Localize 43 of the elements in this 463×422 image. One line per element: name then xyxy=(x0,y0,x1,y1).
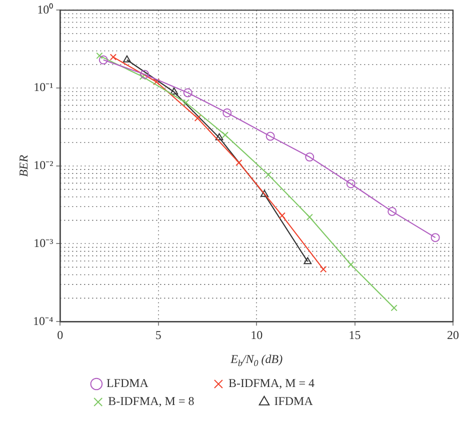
x-tick-label: 20 xyxy=(447,328,459,342)
point xyxy=(304,257,312,264)
legend-label: B-IDFMA, M = 8 xyxy=(108,394,254,408)
legend-label: LFDMA xyxy=(106,376,208,390)
point xyxy=(390,304,398,312)
point xyxy=(278,212,286,219)
x-tick-label: 15 xyxy=(348,328,361,342)
point xyxy=(153,78,160,86)
x-tick-label: 10 xyxy=(250,328,263,342)
point xyxy=(430,233,440,242)
y-tick-label: 10⁻² xyxy=(34,158,54,172)
point xyxy=(98,55,108,64)
point xyxy=(194,114,201,122)
point xyxy=(266,132,275,141)
point xyxy=(222,132,228,138)
point xyxy=(388,206,397,216)
point xyxy=(183,88,192,98)
legend-label: IFDMA xyxy=(274,394,373,408)
point xyxy=(139,73,146,80)
point xyxy=(348,261,354,268)
point xyxy=(346,179,356,188)
point xyxy=(305,152,314,162)
y-tick-label: 10⁻¹ xyxy=(34,80,54,94)
y-tick-label: 10⁻⁴ xyxy=(32,314,54,328)
y-axis-title: BER xyxy=(16,154,30,177)
point xyxy=(222,108,232,118)
point xyxy=(236,159,242,166)
point xyxy=(123,55,131,62)
point xyxy=(320,266,327,273)
point xyxy=(265,171,272,178)
x-tick-label: 0 xyxy=(57,328,64,342)
point xyxy=(306,214,313,220)
y-tick-label: 10⁰ xyxy=(37,2,54,16)
legend-label: B-IDFMA, M = 4 xyxy=(228,376,375,390)
y-tick-label: 10⁻³ xyxy=(34,236,54,250)
point xyxy=(110,54,117,60)
point xyxy=(182,99,190,106)
point xyxy=(170,87,178,94)
point xyxy=(140,70,150,79)
point xyxy=(96,52,103,60)
point xyxy=(260,190,268,197)
x-tick-label: 5 xyxy=(155,328,162,342)
point xyxy=(215,133,224,140)
